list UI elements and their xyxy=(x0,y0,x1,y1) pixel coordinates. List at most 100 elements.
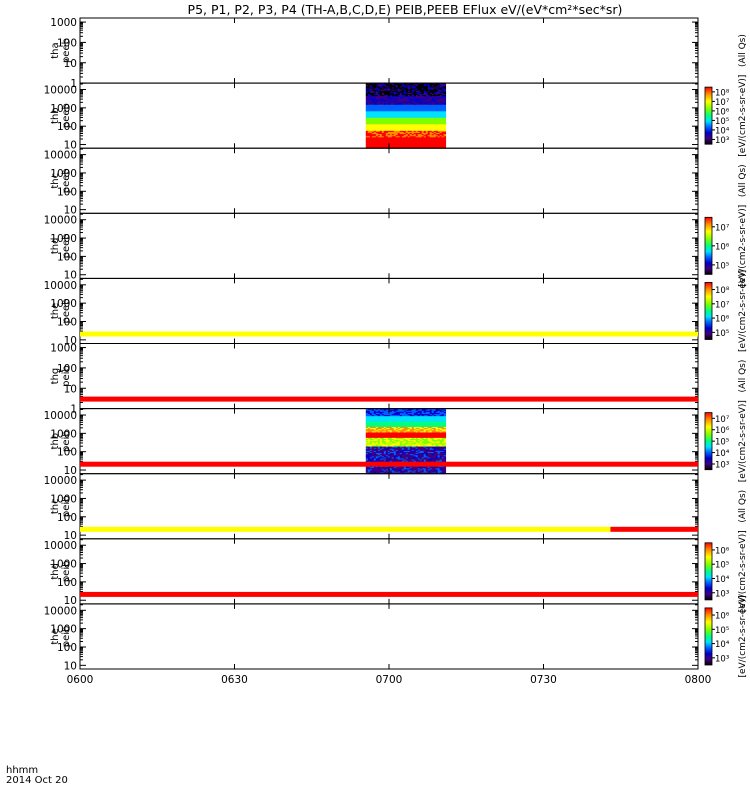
spectrogram-cell xyxy=(377,142,381,145)
spectrogram-cell xyxy=(387,128,391,131)
spectrogram-cell xyxy=(383,458,387,460)
spectrogram-cell xyxy=(421,458,425,460)
spectrogram-cell xyxy=(435,103,439,106)
spectrogram-cell xyxy=(419,416,423,418)
spectrogram-cell xyxy=(409,123,413,125)
spectrogram-cell xyxy=(377,450,381,453)
spectrogram-cell xyxy=(383,441,387,443)
spectrogram-cell xyxy=(401,410,405,413)
spectrogram-cell xyxy=(389,129,393,132)
spectrogram-cell xyxy=(429,119,433,122)
spectrogram-cell xyxy=(399,138,403,140)
spectrogram-cell xyxy=(389,108,393,110)
spectrogram-cell xyxy=(425,125,429,127)
spectrogram-cell xyxy=(443,114,447,117)
spectrogram-cell xyxy=(429,89,433,92)
spectrogram-cell xyxy=(407,113,411,115)
spectrogram-cell xyxy=(365,104,369,107)
spectrogram-cell xyxy=(385,103,389,106)
spectrogram-cell xyxy=(441,418,445,420)
spectrogram-cell xyxy=(399,455,403,457)
spectrogram-cell xyxy=(443,93,447,96)
spectrogram-cell xyxy=(399,418,403,420)
spectrogram-cell xyxy=(385,93,389,96)
spectrogram-cell xyxy=(379,123,383,125)
spectrogram-cell xyxy=(377,133,381,135)
spectrogram-cell xyxy=(435,130,439,133)
spectrogram-cell xyxy=(443,115,447,118)
spectrogram-cell xyxy=(395,102,399,105)
spectrogram-cell xyxy=(387,443,391,445)
spectrogram-cell xyxy=(373,123,377,125)
spectrogram-cell xyxy=(401,108,405,110)
spectrogram-cell xyxy=(431,125,435,127)
spectrogram-cell xyxy=(441,146,445,148)
spectrogram-cell xyxy=(393,116,397,119)
spectrogram-cell xyxy=(397,125,401,127)
spectrogram-cell xyxy=(407,111,411,113)
spectrogram-cell xyxy=(369,84,373,86)
spectrogram-cell xyxy=(381,103,385,106)
spectrogram-cell xyxy=(369,83,373,85)
spectrogram-cell xyxy=(393,435,397,438)
spectrogram-cell xyxy=(399,97,403,99)
spectrogram-cell xyxy=(403,109,407,111)
spectrogram-cell xyxy=(377,105,381,108)
spectrogram-cell xyxy=(407,458,411,460)
spectrogram-cell xyxy=(383,141,387,144)
spectrogram-cell xyxy=(373,101,377,104)
spectrogram-cell xyxy=(373,134,377,136)
spectrogram-cell xyxy=(413,117,417,120)
spectrogram-cell xyxy=(425,418,429,420)
spectrogram-cell xyxy=(441,442,445,444)
spectrogram-cell xyxy=(407,445,411,447)
spectrogram-cell xyxy=(381,119,385,122)
spectrogram-cell xyxy=(427,89,431,92)
spectrogram-cell xyxy=(417,458,421,460)
spectrogram-cell xyxy=(441,438,445,441)
panel-frame xyxy=(79,147,699,214)
spectrogram-cell xyxy=(435,133,439,135)
y-tick-label: 1000 xyxy=(50,17,77,29)
spectrogram-cell xyxy=(417,95,421,97)
spectrogram-cell xyxy=(377,117,381,120)
spectrogram-cell xyxy=(425,410,429,413)
spectrogram-cell xyxy=(385,409,389,412)
spectrogram-cell xyxy=(397,460,401,463)
spectrogram-cell xyxy=(437,425,441,428)
spectrogram-cell xyxy=(423,446,427,449)
spectrogram-cell xyxy=(393,135,397,137)
spectrogram-cell xyxy=(401,100,405,102)
spectrogram-cell xyxy=(423,101,427,104)
spectrogram-cell xyxy=(393,97,397,99)
spectrogram-cell xyxy=(437,129,441,132)
spectrogram-cell xyxy=(381,409,385,412)
spectrogram-cell xyxy=(371,133,375,135)
spectrogram-cell xyxy=(379,431,383,433)
spectrogram-cell xyxy=(387,453,391,455)
spectrogram-cell xyxy=(433,414,437,416)
spectrogram-cell xyxy=(401,96,405,98)
spectrogram-cell xyxy=(419,444,423,446)
spectrogram-cell xyxy=(429,83,433,85)
spectrogram-cell xyxy=(403,143,407,146)
spectrogram-cell xyxy=(441,117,445,120)
spectrogram-cell xyxy=(439,111,443,113)
spectrogram-cell xyxy=(441,424,445,427)
spectrogram-cell xyxy=(387,122,391,124)
spectrogram-cell xyxy=(387,449,391,452)
spectrogram-cell xyxy=(393,143,397,146)
spectrogram-cell xyxy=(393,438,397,441)
spectrogram-cell xyxy=(373,95,377,97)
spectrogram-cell xyxy=(405,127,409,130)
spectrogram-cell xyxy=(373,88,377,90)
spectrogram-cell xyxy=(365,459,369,462)
spectrogram-cell xyxy=(371,416,375,418)
spectrogram-cell xyxy=(405,90,409,93)
spectrogram-cell xyxy=(375,142,379,145)
spectrogram-cell xyxy=(417,440,421,442)
spectrogram-cell xyxy=(373,430,377,432)
spectrogram-cell xyxy=(397,116,401,119)
spectrogram-cell xyxy=(395,124,399,126)
spectrogram-cell xyxy=(425,447,429,450)
